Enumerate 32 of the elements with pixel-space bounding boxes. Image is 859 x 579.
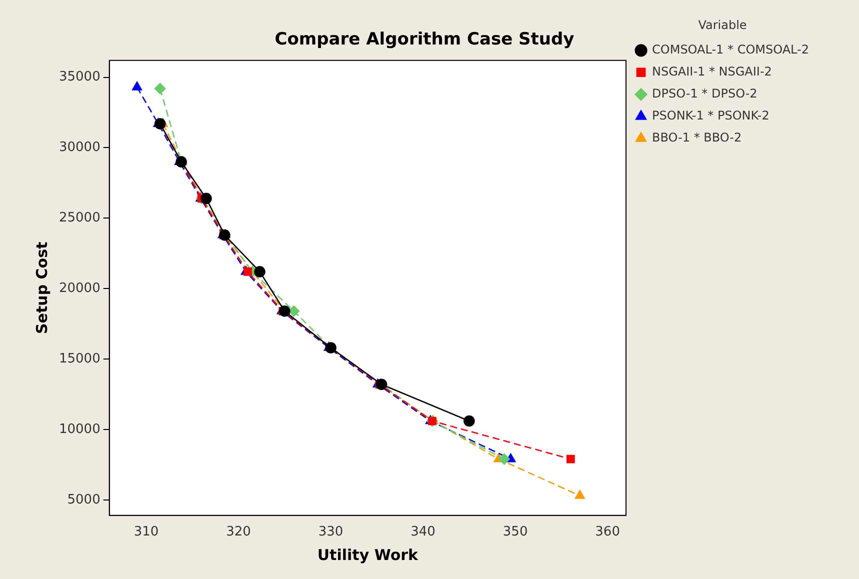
x-tick-label: 350 [502, 524, 528, 540]
y-axis-title: Setup Cost [32, 242, 51, 334]
legend-label: NSGAII-1 * NSGAII-2 [652, 64, 772, 79]
x-axis-title: Utility Work [317, 546, 420, 564]
point [574, 490, 585, 499]
point [566, 454, 575, 464]
x-tick-label: 320 [226, 524, 251, 540]
point [279, 305, 290, 317]
point [254, 266, 266, 278]
x-tick-label: 340 [410, 524, 436, 540]
x-tick-label: 330 [318, 524, 344, 540]
y-tick-label: 30000 [58, 140, 100, 156]
legend-label: PSONK-1 * PSONK-2 [652, 108, 770, 123]
legend-label: DPSO-1 * DPSO-2 [652, 86, 758, 101]
point [154, 82, 166, 94]
legend-title: Variable [698, 18, 747, 32]
point [200, 192, 212, 204]
legend-label: BBO-1 * BBO-2 [652, 130, 742, 145]
point [498, 453, 510, 465]
legend-label: COMSOAL-1 * COMSOAL-2 [652, 42, 809, 57]
point [464, 415, 475, 427]
y-tick-label: 10000 [58, 422, 100, 437]
x-tick-label: 360 [595, 524, 620, 540]
point [132, 82, 142, 90]
y-tick-label: 35000 [58, 70, 100, 85]
y-tick-label: 15000 [58, 351, 100, 366]
point [244, 268, 252, 276]
y-tick-label: 20000 [58, 280, 100, 296]
y-tick-label: 5000 [67, 492, 100, 508]
chart-title: Compare Algorithm Case Study [274, 30, 574, 50]
x-tick-label: 310 [134, 524, 159, 540]
y-tick-label: 25000 [58, 210, 100, 226]
